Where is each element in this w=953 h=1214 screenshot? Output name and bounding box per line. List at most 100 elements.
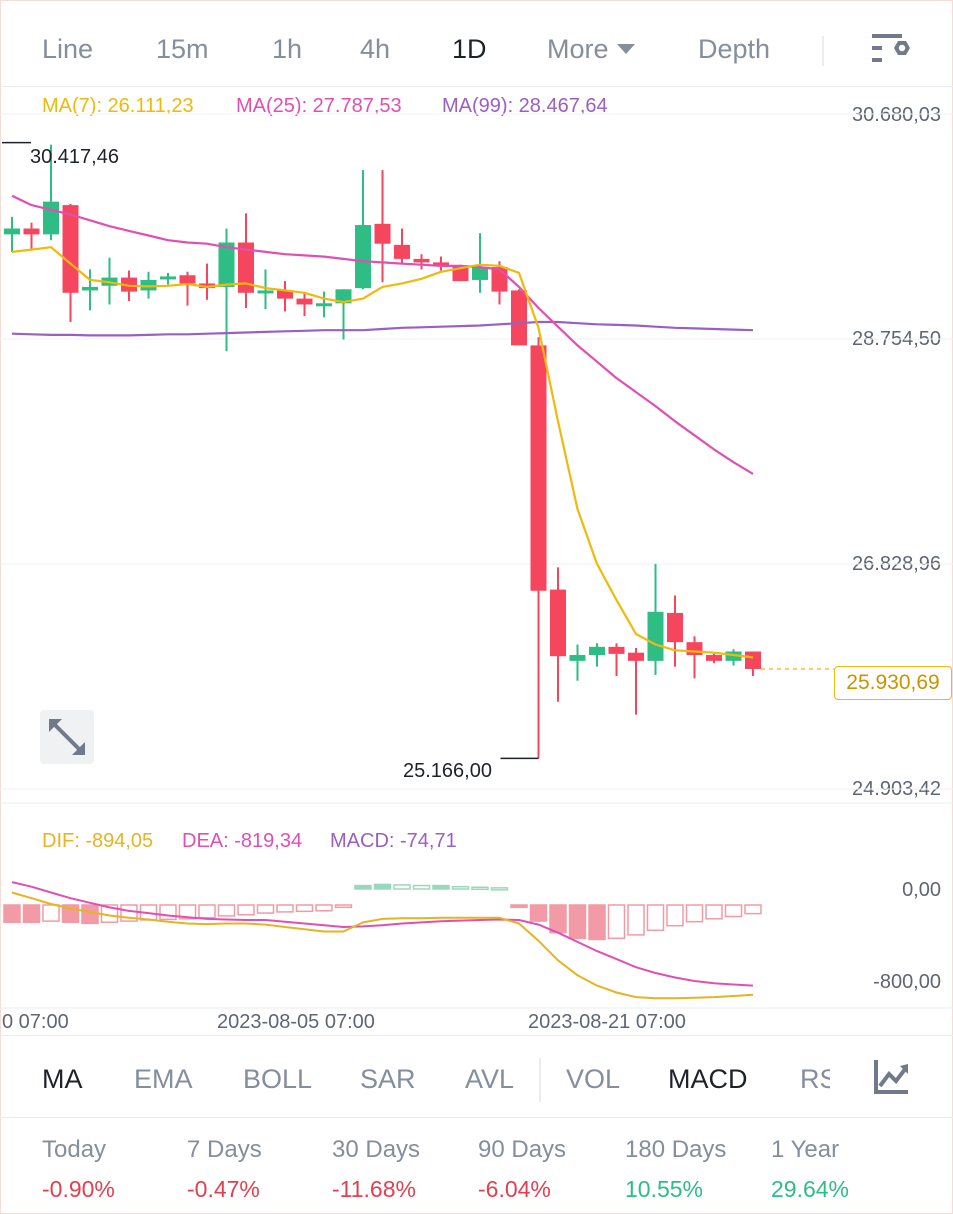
macd-histogram-bar (744, 904, 762, 915)
candle-body (628, 652, 644, 661)
macd-histogram-bar (198, 904, 216, 919)
stat-label-7d: 7 Days (187, 1136, 262, 1163)
macd-histogram-bar (42, 904, 60, 922)
stat-label-today: Today (42, 1136, 107, 1163)
macd-histogram-bar (549, 904, 567, 934)
indicator-settings-icon[interactable] (868, 1054, 914, 1100)
chevron-down-icon (616, 44, 635, 54)
candle-body (179, 275, 196, 284)
macd-histogram-bar (295, 904, 314, 913)
macd-histogram-bar (568, 904, 587, 940)
stat-label-180d: 180 Days (625, 1136, 727, 1163)
tab-1d[interactable]: 1D (452, 34, 487, 64)
stat-label-1y: 1 Year (771, 1136, 840, 1163)
indicator-sar[interactable]: SAR (360, 1064, 416, 1094)
dea-line (11, 881, 754, 987)
macd-histogram-bar (256, 904, 275, 914)
macd-histogram-bar (315, 904, 333, 912)
indicator-rsi[interactable]: RSI (800, 1064, 830, 1094)
chart-settings-icon[interactable] (870, 28, 914, 72)
macd-histogram-bar (646, 904, 665, 932)
candle-body (608, 646, 625, 654)
candle-body (296, 298, 313, 305)
candle-body (706, 655, 722, 661)
macd-axis-label: -800,00 (873, 971, 941, 993)
candle-body (82, 286, 98, 291)
macd-histogram-bar (178, 904, 197, 920)
candle-body (277, 290, 293, 299)
macd-axis-label: 0,00 (902, 879, 941, 901)
macd-histogram-bar (276, 904, 294, 913)
candle-body (23, 228, 40, 235)
macd-histogram-bar (705, 904, 723, 920)
stat-label-90d: 90 Days (478, 1136, 567, 1163)
indicator-ma[interactable]: MA (42, 1064, 83, 1094)
stat-value-180d: 10.55% (625, 1176, 704, 1202)
stat-value-7d: -0.47% (187, 1176, 260, 1202)
stats-divider (0, 1117, 953, 1118)
candle-body (589, 646, 605, 656)
dea-legend: DEA: -819,34 (182, 830, 303, 852)
macd-histogram-bar (432, 884, 450, 890)
tabs-divider (0, 86, 953, 87)
ma25-legend: MA(25): 27.787,53 (236, 95, 402, 117)
interval-tabs: Line 15m 1h 4h 1D More Depth (0, 20, 953, 82)
candle-body (4, 228, 20, 235)
candle-body (550, 589, 566, 657)
tab-more[interactable]: More (547, 34, 635, 65)
stat-value-30d: -11.68% (332, 1176, 416, 1202)
ma99-line (11, 320, 754, 337)
candle-body (725, 651, 742, 661)
candle-body (511, 290, 527, 346)
expand-chart-button[interactable] (40, 710, 94, 764)
candle-body (238, 242, 254, 293)
candle-body (647, 611, 664, 661)
indicator-avl[interactable]: AVL (465, 1064, 515, 1094)
indicator-boll[interactable]: BOLL (243, 1064, 313, 1094)
candle-body (316, 303, 332, 307)
macd-histogram-bar (471, 886, 489, 891)
indicator-macd[interactable]: MACD (668, 1064, 748, 1094)
candle-body (160, 276, 176, 280)
macd-histogram-bar (81, 904, 99, 925)
candle-body (472, 267, 488, 280)
dif-line (11, 891, 754, 1000)
candlestick-chart[interactable] (0, 0, 953, 1040)
indicator-divider (539, 1058, 541, 1102)
x-axis-label: 0 07:00 (2, 1011, 69, 1033)
tab-1h[interactable]: 1h (272, 34, 303, 64)
candle-body (62, 205, 79, 293)
candle-body (218, 242, 235, 287)
tab-line[interactable]: Line (42, 34, 94, 64)
candle-body (413, 258, 430, 263)
macd-histogram-bar (666, 904, 684, 927)
stat-label-30d: 30 Days (332, 1136, 421, 1163)
tab-depth[interactable]: Depth (698, 34, 771, 64)
macd-histogram-bar (217, 904, 236, 917)
macd-histogram-bar (354, 884, 372, 890)
tab-15m[interactable]: 15m (156, 34, 209, 64)
macd-histogram-bar (3, 904, 21, 923)
stat-value-today: -0.90% (42, 1176, 115, 1202)
candle-body (667, 612, 683, 643)
tab-divider (822, 36, 824, 66)
price-axis-label: 30.680,03 (852, 104, 941, 126)
macd-histogram-bar (685, 904, 704, 923)
macd-histogram-bar (334, 904, 353, 909)
candle-body (433, 262, 449, 266)
macd-histogram-bar (373, 883, 392, 890)
macd-histogram-bar (529, 904, 548, 922)
indicator-ema[interactable]: EMA (134, 1064, 193, 1094)
ma25-line (11, 194, 754, 475)
macd-histogram-bar (490, 887, 509, 891)
tab-4h[interactable]: 4h (360, 34, 391, 64)
candle-body (140, 279, 157, 291)
stat-value-90d: -6.04% (478, 1176, 551, 1202)
macd-histogram-bar (724, 904, 743, 918)
macd-histogram-bar (510, 904, 528, 909)
macd-histogram-bar (451, 885, 470, 890)
current-price-tag: 25.930,69 (834, 666, 952, 700)
indicator-vol[interactable]: VOL (566, 1064, 621, 1094)
macd-legend: MACD: -74,71 (330, 830, 457, 852)
candle-body (335, 289, 352, 304)
